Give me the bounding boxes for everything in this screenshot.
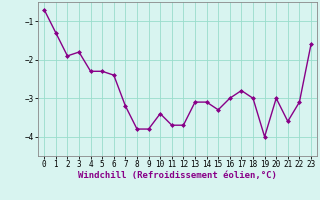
X-axis label: Windchill (Refroidissement éolien,°C): Windchill (Refroidissement éolien,°C): [78, 171, 277, 180]
